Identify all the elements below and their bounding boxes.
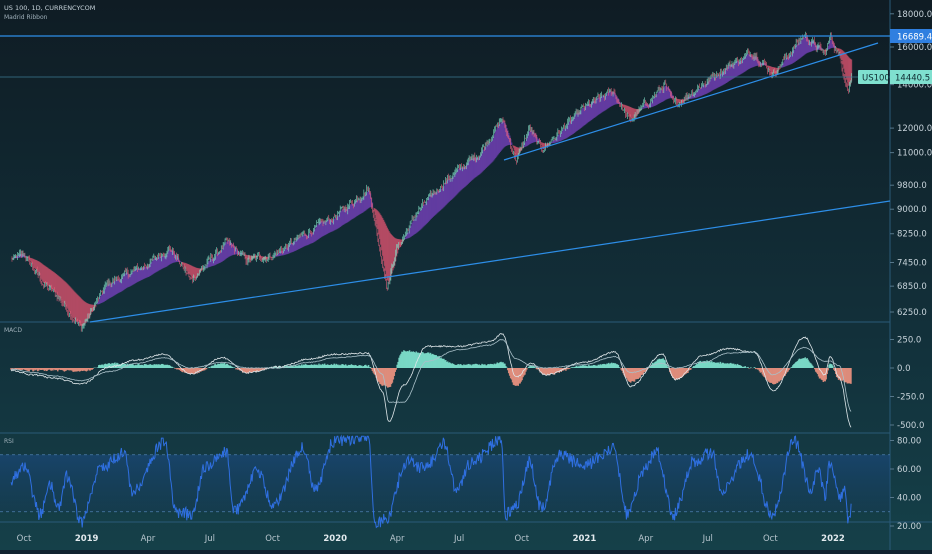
macd-line (10, 333, 852, 428)
rsi-band (0, 454, 890, 513)
price-tick-label: 12000.0 (897, 124, 932, 134)
rsi-line (10, 434, 852, 529)
chart-title: US 100, 1D, CURRENCYCOM (4, 4, 95, 12)
rsi-tick-label: 60.00 (897, 465, 921, 475)
price-label: 14440.5 (895, 74, 930, 84)
macd-title: MACD (4, 327, 22, 334)
macd-tick-label: -250.0 (897, 393, 924, 403)
trend-lines (0, 35, 891, 323)
symbol-label: US100 (862, 74, 890, 84)
price-tick-label: 18000.0 (897, 10, 932, 20)
rsi-band-fill (0, 454, 890, 512)
time-tick-label: Oct (514, 534, 529, 544)
macd-tick-label: -500.0 (897, 421, 924, 431)
price-axis[interactable]: 18000.0 16000.0 14000.0 12000.0 11000.0 9800.… (890, 10, 932, 318)
rising-trendline[interactable] (503, 42, 879, 161)
macd-signal-line (11, 339, 852, 412)
time-tick-label: Jul (453, 534, 464, 544)
time-tick-label: Oct (265, 534, 280, 544)
macd-tick-label: 250.0 (897, 336, 921, 346)
time-tick-label: Jul (204, 534, 215, 544)
time-tick-label: Apr (141, 534, 156, 544)
price-tick-label: 9000.0 (897, 205, 927, 215)
time-tick-label: 2022 (821, 534, 845, 544)
time-tick-label: Oct (17, 534, 32, 544)
rsi-axis[interactable]: 80.00 60.00 40.00 20.00 (890, 437, 921, 533)
rsi-tick-label: 40.00 (897, 494, 921, 504)
rsi-line-path (10, 434, 852, 529)
time-tick-label: Apr (638, 534, 653, 544)
price-tick-label: 8250.0 (897, 230, 927, 240)
price-label-box (890, 70, 932, 84)
time-tick-label: 2020 (323, 534, 347, 544)
indicator-title: Madrid Ribbon (4, 14, 48, 21)
long-term-trendline[interactable] (89, 200, 891, 323)
price-tick-label: 7450.0 (897, 258, 927, 268)
price-tick-label: 6250.0 (897, 308, 927, 318)
macd-axis[interactable]: 250.0 0.0 -250.0 -500.0 (890, 336, 924, 432)
rsi-tick-label: 80.00 (897, 437, 921, 447)
time-tick-label: 2019 (75, 534, 99, 544)
time-tick-label: 2021 (573, 534, 597, 544)
time-axis[interactable]: Oct 2019 Apr Jul Oct 2020 Apr Jul Oct 2021 Apr Jul O… (17, 534, 845, 544)
macd-lines (10, 333, 852, 428)
symbol-label-box (858, 70, 888, 84)
level-label: 16689.4 (897, 33, 932, 43)
level-label-box (890, 29, 932, 43)
macd-histogram (10, 350, 852, 388)
rsi-title: RSI (4, 438, 14, 445)
time-tick-label: Oct (763, 534, 778, 544)
rsi-tick-label: 20.00 (897, 522, 921, 532)
price-candles (11, 31, 852, 332)
price-tick-label: 14000.0 (897, 81, 932, 91)
time-tick-label: Jul (702, 534, 713, 544)
price-tick-label: 11000.0 (897, 149, 932, 159)
price-tick-label: 6850.0 (897, 282, 927, 292)
time-tick-label: Apr (390, 534, 405, 544)
macd-tick-label: 0.0 (897, 364, 911, 374)
price-tick-label: 9800.0 (897, 181, 927, 191)
price-tick-label: 16000.0 (897, 43, 932, 53)
